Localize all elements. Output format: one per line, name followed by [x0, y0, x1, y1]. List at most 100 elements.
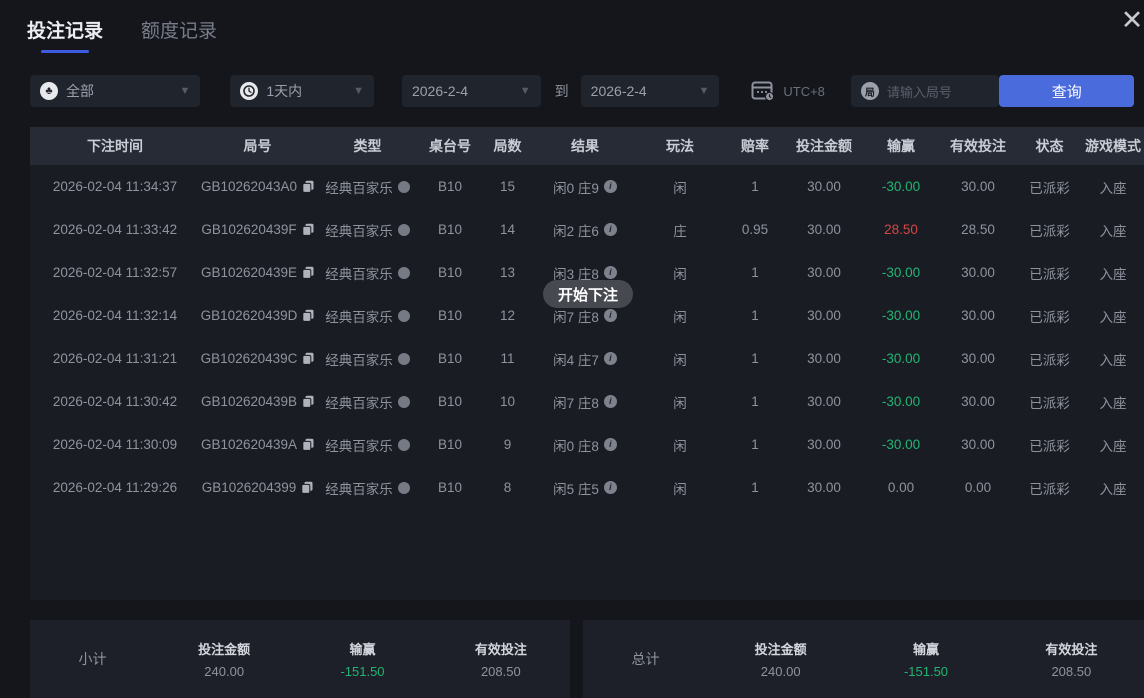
cell-round-id: GB102620439E [200, 265, 315, 280]
camera-dot-icon[interactable] [397, 223, 410, 236]
cell-odds: 1 [751, 480, 759, 495]
cell-round: 10 [499, 394, 516, 409]
cell-win-loss: -30.00 [881, 437, 921, 452]
info-icon[interactable]: i [603, 223, 617, 236]
cell-mode: 入座 [1099, 180, 1127, 196]
col-header-mode: 游戏模式 [1085, 138, 1141, 154]
col-header-win-loss: 输赢 [887, 138, 915, 154]
copy-icon[interactable] [302, 266, 314, 279]
cell-type: 经典百家乐 [315, 392, 420, 412]
cell-valid-bet: 30.00 [961, 351, 995, 366]
chevron-down-icon: ▼ [698, 85, 710, 97]
cell-status: 已派彩 [1029, 352, 1070, 368]
cell-result: 闲7 庄8 i [535, 392, 635, 412]
copy-icon[interactable] [302, 352, 314, 365]
cell-win-loss: -30.00 [881, 179, 921, 194]
cell-play: 闲 [673, 481, 687, 497]
table-row: 2026-02-04 11:29:26 GB1026204399 经典百家乐 B… [30, 466, 1144, 509]
cell-valid-bet: 30.00 [961, 308, 995, 323]
cell-round-id: GB102620439A [200, 437, 315, 452]
copy-icon[interactable] [302, 395, 314, 408]
cell-table-no: B10 [437, 351, 463, 366]
info-icon[interactable]: i [603, 395, 617, 408]
cell-win-loss: -30.00 [881, 308, 921, 323]
cell-status: 已派彩 [1029, 438, 1070, 454]
cell-valid-bet: 0.00 [964, 480, 992, 495]
col-header-play: 玩法 [666, 138, 694, 154]
cell-play: 闲 [673, 352, 687, 368]
round-id-input[interactable]: 局 请输入局号 [850, 75, 1000, 107]
cell-round: 14 [499, 222, 516, 237]
cell-mode: 入座 [1099, 223, 1127, 239]
camera-dot-icon[interactable] [397, 395, 410, 408]
cell-time: 2026-02-04 11:30:09 [52, 437, 178, 452]
cell-type: 经典百家乐 [315, 263, 420, 283]
cell-result: 闲7 庄8 i [535, 306, 635, 326]
clock-icon [240, 82, 259, 100]
camera-dot-icon[interactable] [397, 352, 410, 365]
date-from-value: 2026-2-4 [411, 83, 469, 99]
info-icon[interactable]: i [603, 180, 617, 193]
cell-play: 闲 [673, 266, 687, 282]
cell-result: 闲2 庄6 i [535, 220, 635, 240]
cell-round-id: GB102620439C [200, 351, 315, 366]
cell-mode: 入座 [1099, 266, 1127, 282]
betting-records-dialog: { "window": { "close_glyph": "✕" }, "tab… [0, 0, 1144, 678]
search-button[interactable]: 查询 [999, 75, 1134, 107]
tab-quota-records[interactable]: 额度记录 [141, 21, 218, 42]
tabs: 投注记录 额度记录 [27, 16, 217, 53]
calendar-clock-icon [751, 81, 775, 102]
cell-type: 经典百家乐 [315, 435, 420, 455]
cell-round-id: GB102620439D [200, 308, 315, 323]
copy-icon[interactable] [302, 180, 314, 193]
cell-table-no: B10 [437, 308, 463, 323]
cell-win-loss: -30.00 [881, 394, 921, 409]
chevron-down-icon: ▼ [519, 85, 531, 97]
cell-result: 闲0 庄9 i [535, 177, 635, 197]
total-win-loss: 输赢 -151.50 [903, 642, 949, 679]
cell-play: 闲 [673, 395, 687, 411]
cell-odds: 1 [751, 351, 759, 366]
camera-dot-icon[interactable] [397, 438, 410, 451]
cell-result: 闲0 庄8 i [535, 435, 635, 455]
copy-icon[interactable] [302, 309, 314, 322]
cell-odds: 0.95 [741, 222, 769, 237]
col-header-round: 局数 [493, 138, 522, 154]
camera-dot-icon[interactable] [397, 481, 410, 494]
time-range-value: 1天内 [266, 83, 303, 99]
cell-valid-bet: 30.00 [961, 394, 995, 409]
date-to-picker[interactable]: 2026-2-4 ▼ [580, 75, 720, 107]
cell-round-id: GB10262043A0 [200, 179, 315, 194]
subtotal-label: 小计 [78, 651, 107, 667]
time-range-dropdown[interactable]: 1天内 ▼ [230, 75, 374, 107]
cell-odds: 1 [751, 265, 759, 280]
col-header-bet: 投注金额 [796, 138, 852, 154]
game-type-dropdown[interactable]: ♣ 全部 ▼ [30, 75, 201, 107]
camera-dot-icon[interactable] [397, 180, 410, 193]
copy-icon[interactable] [302, 438, 314, 451]
cell-status: 已派彩 [1029, 395, 1070, 411]
cell-win-loss: -30.00 [881, 351, 921, 366]
camera-dot-icon[interactable] [397, 309, 410, 322]
cell-table-no: B10 [437, 265, 463, 280]
cell-type: 经典百家乐 [315, 306, 420, 326]
cell-result: 闲3 庄8 i [535, 263, 635, 283]
info-icon[interactable]: i [603, 438, 617, 451]
info-icon[interactable]: i [603, 352, 617, 365]
close-icon[interactable]: ✕ [1120, 5, 1144, 35]
table-header-row: 下注时间 局号 类型 桌台号 局数 结果 玩法 赔率 投注金额 输赢 有效投注 … [30, 127, 1144, 165]
cell-table-no: B10 [437, 222, 463, 237]
tab-betting-records[interactable]: 投注记录 [27, 16, 103, 53]
cell-round-id: GB1026204399 [200, 480, 315, 495]
chevron-down-icon: ▼ [179, 85, 191, 97]
copy-icon[interactable] [301, 481, 313, 494]
date-from-picker[interactable]: 2026-2-4 ▼ [401, 75, 541, 107]
cell-time: 2026-02-04 11:30:42 [52, 394, 178, 409]
info-icon[interactable]: i [603, 266, 617, 279]
table-body: 2026-02-04 11:34:37 GB10262043A0 经典百家乐 B… [30, 165, 1144, 509]
copy-icon[interactable] [301, 223, 314, 236]
camera-dot-icon[interactable] [397, 266, 410, 279]
info-icon[interactable]: i [603, 481, 617, 494]
cell-round: 13 [499, 265, 516, 280]
info-icon[interactable]: i [603, 309, 617, 322]
